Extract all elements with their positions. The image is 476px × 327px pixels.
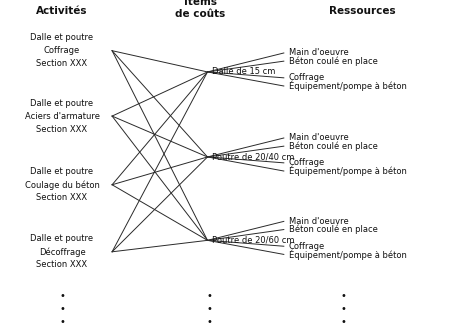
Text: Poutre de 20/40 cm: Poutre de 20/40 cm (212, 152, 294, 162)
Text: Dalle et poutre: Dalle et poutre (30, 98, 93, 108)
Text: Dalle de 15 cm: Dalle de 15 cm (212, 67, 275, 77)
Text: •: • (59, 317, 65, 327)
Text: Section XXX: Section XXX (36, 260, 88, 269)
Text: •: • (340, 291, 346, 301)
Text: Décoffrage: Décoffrage (39, 247, 85, 257)
Text: Items
de coûts: Items de coûts (175, 0, 225, 19)
Text: Main d'oeuvre: Main d'oeuvre (288, 133, 347, 143)
Text: Section XXX: Section XXX (36, 125, 88, 134)
Text: Main d'oeuvre: Main d'oeuvre (288, 217, 347, 226)
Text: Coffrage: Coffrage (288, 158, 324, 167)
Text: Activités: Activités (36, 7, 88, 16)
Text: Dalle et poutre: Dalle et poutre (30, 234, 93, 243)
Text: Coffrage: Coffrage (44, 46, 80, 55)
Text: Béton coulé en place: Béton coulé en place (288, 225, 377, 234)
Text: •: • (207, 304, 212, 314)
Text: Béton coulé en place: Béton coulé en place (288, 56, 377, 66)
Text: Équipement/pompe à béton: Équipement/pompe à béton (288, 81, 406, 91)
Text: Aciers d'armature: Aciers d'armature (24, 112, 99, 121)
Text: Béton coulé en place: Béton coulé en place (288, 141, 377, 151)
Text: Section XXX: Section XXX (36, 193, 88, 202)
Text: •: • (59, 291, 65, 301)
Text: •: • (59, 304, 65, 314)
Text: Dalle et poutre: Dalle et poutre (30, 167, 93, 176)
Text: Coulage du béton: Coulage du béton (25, 180, 99, 190)
Text: Ressources: Ressources (328, 7, 395, 16)
Text: Équipement/pompe à béton: Équipement/pompe à béton (288, 166, 406, 176)
Text: •: • (340, 304, 346, 314)
Text: Équipement/pompe à béton: Équipement/pompe à béton (288, 249, 406, 260)
Text: •: • (207, 317, 212, 327)
Text: •: • (340, 317, 346, 327)
Text: Coffrage: Coffrage (288, 242, 324, 251)
Text: Dalle et poutre: Dalle et poutre (30, 33, 93, 42)
Text: •: • (207, 291, 212, 301)
Text: Poutre de 20/60 cm: Poutre de 20/60 cm (212, 236, 294, 245)
Text: Section XXX: Section XXX (36, 59, 88, 68)
Text: Coffrage: Coffrage (288, 73, 324, 82)
Text: Main d'oeuvre: Main d'oeuvre (288, 48, 347, 58)
